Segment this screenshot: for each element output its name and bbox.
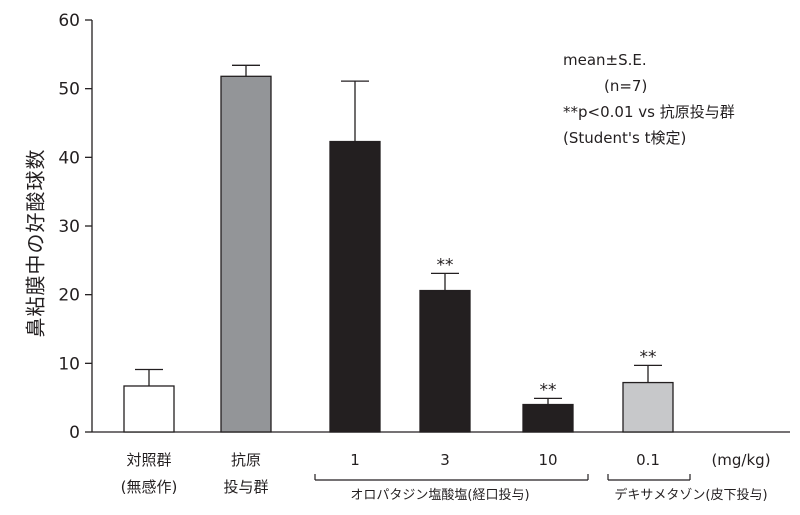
bar [419, 289, 471, 433]
significance-marker: ** [437, 255, 454, 275]
x-unit-label: (mg/kg) [711, 451, 771, 469]
x-category-label-line2: 投与群 [223, 478, 269, 496]
y-axis-label: 鼻粘膜中の好酸球数 [23, 148, 48, 338]
bar [123, 385, 175, 433]
bar [220, 75, 272, 433]
group-label: オロパタジン塩酸塩(経口投与) [350, 488, 530, 503]
bar [622, 381, 674, 433]
x-category-label: 3 [440, 451, 450, 469]
group-label: デキサメタゾン(皮下投与) [614, 488, 768, 503]
x-category-label-line2: (無感作) [120, 478, 178, 496]
y-tick-label: 0 [69, 423, 80, 443]
y-tick-label: 40 [58, 148, 80, 168]
bar [329, 140, 381, 433]
y-tick-label: 20 [58, 286, 80, 306]
annotation-n: (n=7) [604, 77, 648, 95]
annotation-test: (Student's t検定) [563, 129, 687, 147]
x-category-label: 抗原 [230, 451, 262, 469]
y-tick-label: 30 [58, 217, 80, 237]
x-category-label: 10 [538, 451, 558, 469]
significance-marker: ** [540, 380, 557, 400]
x-category-label: 1 [350, 451, 360, 469]
y-tick-label: 50 [58, 80, 80, 100]
x-category-label: 対照群 [126, 451, 172, 469]
y-tick-label: 60 [58, 11, 80, 31]
annotation-significance: **p<0.01 vs 抗原投与群 [563, 103, 735, 121]
significance-marker: ** [640, 347, 657, 367]
x-category-label: 0.1 [636, 451, 660, 469]
y-tick-label: 10 [58, 354, 80, 374]
bar [522, 403, 574, 433]
annotation-mean-se: mean±S.E. [563, 51, 647, 69]
